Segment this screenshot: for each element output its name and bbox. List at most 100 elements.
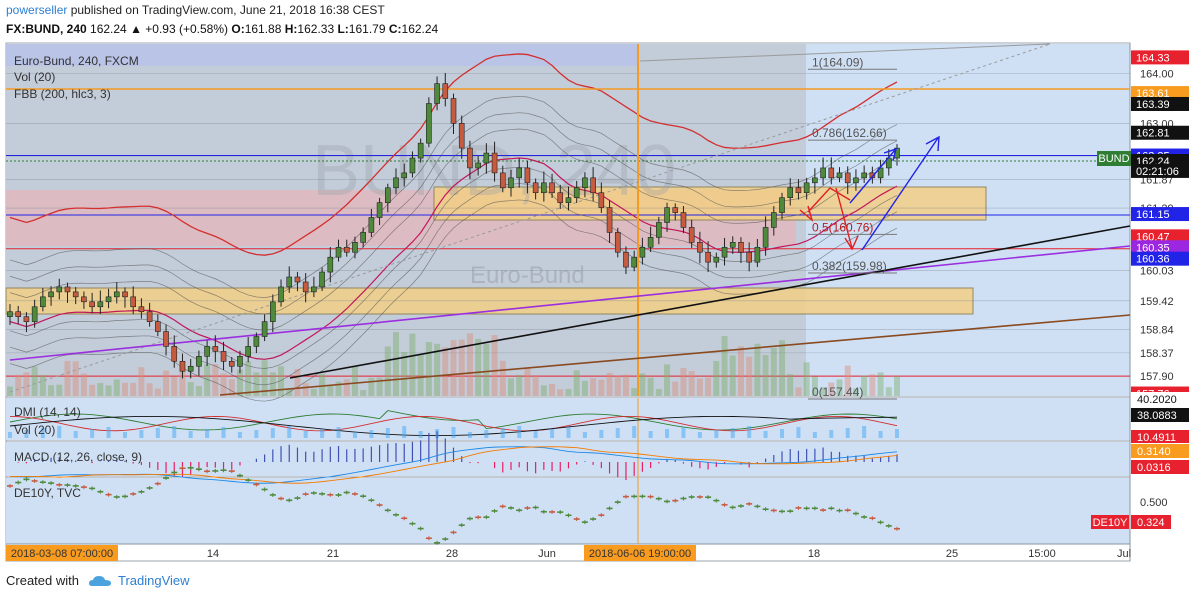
volume-bar [360, 389, 367, 396]
bollinger-bands [9, 53, 898, 402]
candle-body [590, 177, 596, 194]
dmi-volume-bar [484, 430, 489, 438]
volume-bar [565, 388, 572, 396]
volume-bar [877, 372, 884, 396]
candle-body [729, 242, 736, 248]
candle-body [639, 246, 646, 258]
volume-bar [121, 382, 128, 396]
volume-bar [573, 370, 580, 396]
volume-bar [828, 382, 835, 396]
price-axis-label: 158.84 [1140, 325, 1174, 337]
volume-legend[interactable]: Vol (20) [14, 70, 55, 84]
candle-body [705, 251, 711, 263]
candle-body [237, 356, 243, 367]
candle-body [565, 197, 572, 203]
price-tag-bg [1131, 50, 1189, 65]
volume-bar [787, 374, 794, 396]
volume-bar [861, 375, 868, 396]
dmi-volume-bar [221, 427, 226, 438]
volume-bar [146, 383, 153, 396]
candle-body [779, 197, 785, 213]
fbb-legend[interactable]: FBB (200, hlc3, 3) [14, 87, 111, 101]
volume-bar [639, 373, 646, 396]
volume-bar [885, 387, 892, 396]
blue-arrow-far [861, 137, 939, 251]
publish-text: published on TradingView.com, June 21, 2… [70, 3, 385, 17]
fibonacci-retracement[interactable]: 1(164.09) 0.786(162.66) 0.5(160.76) 0.382(1… [808, 55, 897, 400]
gray-channel-line[interactable] [639, 43, 1051, 62]
candle-body [409, 157, 416, 174]
dmi-volume-bar [24, 430, 29, 438]
candle-body [384, 187, 391, 203]
volume-bar [278, 366, 285, 396]
dmi-volume-bar [467, 432, 472, 438]
dmi-volume-bar [352, 432, 357, 438]
price-tag-bg [1131, 86, 1189, 101]
volume-bars [7, 332, 900, 396]
publish-line: powerseller published on TradingView.com… [6, 3, 385, 17]
brown-trend-line[interactable] [219, 314, 1131, 396]
projection-arrows[interactable] [799, 135, 940, 251]
volume-bar [261, 360, 268, 396]
volume-bar [499, 360, 506, 396]
candle-body [656, 222, 662, 238]
dmi-volume-bar [172, 426, 177, 438]
chart-title[interactable]: Euro-Bund, 240, FXCM [14, 54, 139, 68]
dotted-trend-line[interactable] [9, 43, 1051, 393]
volume-bar [80, 373, 87, 396]
volume-bar [236, 369, 243, 396]
dmi-legend[interactable]: DMI (14, 14) [14, 405, 81, 419]
volume-bar [434, 343, 441, 396]
de10y-name-tag [1091, 515, 1129, 529]
candle-body [56, 286, 63, 293]
volume-bar [762, 354, 769, 396]
volume-bar [491, 335, 498, 396]
volume-bar [130, 382, 137, 396]
time-axis-highlight [6, 545, 118, 561]
candle-body [81, 296, 87, 303]
dmi-tag-1 [1131, 392, 1189, 405]
macd-legend[interactable]: MACD (12, 26, close, 9) [14, 450, 142, 464]
de10y-series [7, 465, 900, 545]
candle-body [7, 311, 13, 317]
time-axis-label: 2018-06-06 19:00:00 [589, 548, 691, 560]
bund-label: BUND [1097, 151, 1131, 166]
de10y-legend[interactable]: DE10Y, TVC [14, 486, 81, 500]
volume-bar [64, 360, 71, 396]
candle-body [228, 360, 235, 367]
dmi-value-1: 40.2020 [1137, 394, 1177, 406]
volume-bar [680, 368, 687, 396]
black-trend-line[interactable] [289, 225, 1131, 379]
volume-bar [475, 338, 482, 396]
ohlc-line: FX:BUND, 240 162.24 ▲ +0.93 (+0.58%) O:1… [6, 22, 438, 36]
candle-body [48, 291, 54, 298]
purple-trend-line[interactable] [9, 245, 1131, 361]
dmi-volume-bar [205, 429, 210, 438]
price-axis[interactable]: 164.00163.00162.34161.87161.29160.03159.… [1140, 69, 1174, 383]
volume-bar [228, 379, 235, 396]
time-axis[interactable]: 2018-03-08 07:00:00 14 21 28 Jun 2018-06-06 1… [6, 545, 1131, 561]
time-axis-label: 25 [946, 548, 958, 560]
volume-bar [442, 347, 449, 396]
dmi-value-3: 10.4911 [1137, 432, 1176, 444]
dmi-volume-bar [697, 432, 702, 438]
candle-body [261, 321, 268, 337]
macd-tag-2 [1131, 460, 1189, 474]
candle-body [853, 177, 859, 184]
tradingview-brand[interactable]: TradingView [118, 573, 190, 588]
dmi-lines [8, 410, 899, 438]
dmi-volume-bar [812, 432, 817, 438]
publisher-name[interactable]: powerseller [6, 3, 68, 17]
dmi-volume-bar [829, 430, 834, 438]
candle-body [376, 202, 383, 218]
dmi-volume-bar [845, 428, 850, 438]
volume-bar [811, 376, 818, 396]
price-axis-label: 164.00 [1140, 69, 1174, 81]
volume-bar [540, 385, 547, 396]
dmi-tag-3 [1131, 430, 1189, 443]
dmi-volume-bar [287, 426, 292, 438]
dmi-vol-legend[interactable]: Vol (20) [14, 423, 55, 437]
dmi-volume-bar [533, 431, 538, 438]
volume-bar [581, 380, 588, 396]
